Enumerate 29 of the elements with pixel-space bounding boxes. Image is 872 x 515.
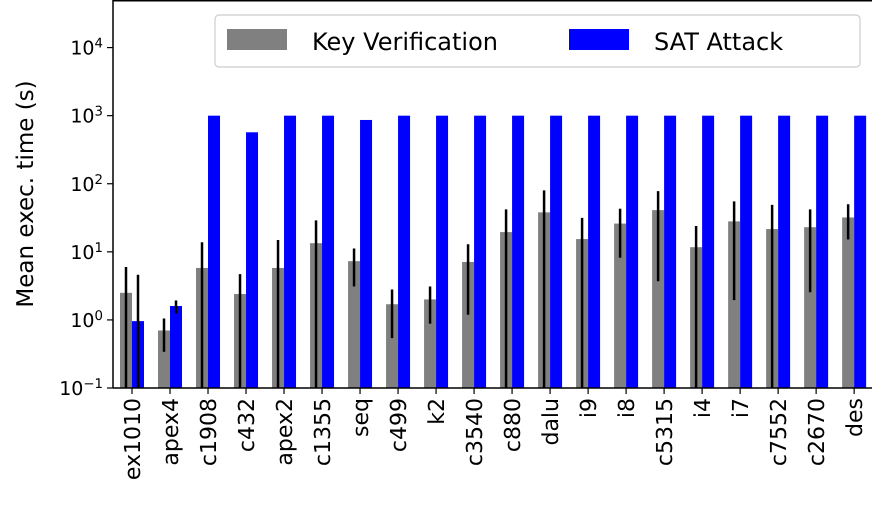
y-tick-label: 10$^{3}$ — [70, 104, 103, 128]
x-tick-label: c7552 — [767, 398, 792, 466]
x-tick-label: c432 — [235, 398, 260, 452]
y-tick-label: 10$^{−1}$ — [59, 376, 103, 400]
x-tick-label: i4 — [691, 398, 716, 418]
x-tick-label: i8 — [615, 398, 640, 418]
x-tick-label: i9 — [577, 398, 602, 418]
x-tick-label: k2 — [425, 398, 450, 425]
y-tick-label: 10$^{4}$ — [70, 36, 103, 60]
x-tick-label: ex1010 — [121, 398, 146, 480]
x-tick-label: c499 — [387, 398, 412, 452]
x-tick-label: i7 — [729, 398, 754, 418]
y-tick-label: 10$^{1}$ — [70, 240, 103, 264]
y-tick-label: 10$^{2}$ — [70, 172, 103, 196]
y-axis-title: Mean exec. time (s) — [13, 80, 39, 308]
x-tick-label: c1908 — [197, 398, 222, 466]
x-tick-label: apex2 — [273, 398, 298, 466]
x-tick-label: des — [843, 398, 868, 437]
x-tick-label: c880 — [501, 398, 526, 452]
x-tick-label: c3540 — [463, 398, 488, 466]
legend-label: Key Verification — [312, 28, 498, 56]
legend-label: SAT Attack — [654, 28, 784, 56]
x-tick-label: c2670 — [805, 398, 830, 466]
x-tick-label: c1355 — [311, 398, 336, 466]
x-tick-label: apex4 — [159, 398, 184, 466]
x-tick-label: c5315 — [653, 398, 678, 466]
x-tick-label: dalu — [539, 398, 564, 446]
x-tick-label: seq — [349, 398, 374, 437]
y-tick-label: 10$^{0}$ — [70, 308, 103, 332]
